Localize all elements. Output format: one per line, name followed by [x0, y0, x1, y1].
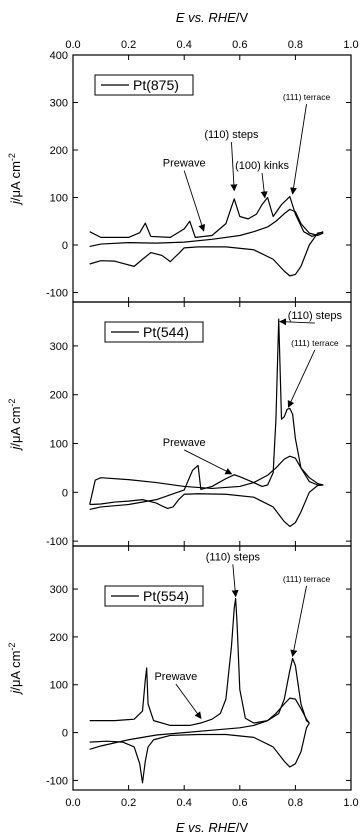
top-x-axis-title: E vs. RHE/V — [176, 10, 249, 25]
annotation-label: (110) steps — [288, 310, 343, 322]
y-axis-title-symbol: j — [8, 689, 23, 695]
x-axis-title-main: E vs. RHE — [176, 820, 236, 835]
y-axis-title-unit: /μA cm — [8, 161, 23, 201]
panel-2: 300 200 100 0 -100 Pt(544) (110) steps (111) te… — [7, 301, 352, 548]
y-axis-title-unit: /μA cm — [8, 651, 23, 691]
annotation-arrow — [183, 170, 206, 232]
panels-group: 400 300 200 100 0 -100 Pt(875) Prewave (110) ste… — [7, 39, 359, 809]
annotation-label: (111) terrace — [291, 338, 339, 348]
x-tick-label-top: 0.4 — [177, 39, 192, 51]
annotation-arrow — [260, 172, 268, 199]
x-tick-label-bottom: 0.8 — [288, 797, 303, 809]
legend: Pt(554) — [104, 585, 204, 607]
y-tick-label: 200 — [50, 390, 68, 402]
annotation-label: (110) steps — [206, 551, 261, 563]
bottom-x-axis-title: E vs. RHE/V — [176, 820, 249, 835]
y-axis-title-exponent: -2 — [7, 399, 17, 407]
legend-label: Pt(554) — [143, 588, 189, 604]
x-tick-label-top: 0.8 — [288, 39, 303, 51]
annotation-arrow — [290, 104, 307, 195]
y-tick-label: 0 — [62, 487, 68, 499]
x-tick-label-top: 0.6 — [232, 39, 247, 51]
y-tick-label: 100 — [50, 193, 68, 205]
legend-label: Pt(875) — [133, 77, 179, 93]
y-tick-label: 400 — [50, 50, 68, 62]
panel-3: 300 200 100 0 -100 Pt(554) (110) steps (111) te… — [7, 545, 352, 791]
cv-curve-segment-2 — [89, 484, 324, 528]
y-tick-label: 0 — [62, 240, 68, 252]
cv-curve-segment-2 — [89, 722, 310, 784]
annotation-arrow — [290, 585, 307, 658]
annotation-arrow — [175, 683, 202, 720]
x-tick-label-bottom: 0.6 — [232, 797, 247, 809]
legend: Pt(875) — [94, 74, 194, 96]
legend-box — [104, 585, 204, 607]
y-axis-title-exponent: -2 — [7, 153, 17, 161]
annotation-label: (111) terrace — [283, 574, 331, 584]
cv-curve-segment-3 — [89, 455, 324, 505]
y-axis-title: j/μA cm-2 — [7, 399, 23, 452]
cv-curve-segment-3 — [89, 208, 324, 248]
annotation-label: (111) terrace — [283, 92, 331, 102]
x-axis-title-unit: /V — [236, 10, 249, 25]
x-tick-label-bottom: 0.0 — [65, 797, 80, 809]
y-tick-label: 300 — [50, 584, 68, 596]
x-tick-label-bottom: 0.2 — [121, 797, 136, 809]
y-tick-label: -100 — [46, 288, 68, 300]
y-tick-label: 300 — [50, 98, 68, 110]
y-axis-title-symbol: j — [8, 200, 23, 206]
annotation-label: (100) kinks — [235, 160, 289, 172]
cv-curve-segment-1 — [89, 598, 310, 727]
annotation-arrow — [183, 449, 233, 475]
cv-curve-segment-3 — [89, 697, 310, 750]
annotation-label: Prewave — [154, 671, 197, 683]
y-tick-label: 0 — [62, 728, 68, 740]
cv-curve-segment-2 — [89, 231, 324, 277]
x-tick-label-bottom: 1.0 — [343, 797, 358, 809]
x-axis-title-main: E vs. RHE — [176, 10, 236, 25]
annotation-label: (110) steps — [204, 129, 259, 141]
x-axis-title-unit: /V — [236, 820, 249, 835]
y-tick-label: 100 — [50, 680, 68, 692]
y-tick-label: -100 — [46, 536, 68, 548]
x-tick-label-top: 0.0 — [65, 39, 80, 51]
panel-frame — [72, 545, 352, 791]
y-tick-label: -100 — [46, 775, 68, 787]
annotation-arrow — [279, 318, 315, 326]
y-axis-title-unit: /μA cm — [8, 407, 23, 447]
legend-label: Pt(544) — [143, 324, 189, 340]
legend-box — [104, 321, 204, 343]
y-axis-title-exponent: -2 — [7, 643, 17, 651]
y-axis-title: j/μA cm-2 — [7, 643, 23, 696]
x-tick-label-bottom: 0.4 — [177, 797, 192, 809]
y-axis-title-symbol: j — [8, 445, 23, 451]
y-tick-label: 200 — [50, 145, 68, 157]
y-axis-title: j/μA cm-2 — [7, 153, 23, 206]
y-tick-label: 100 — [50, 439, 68, 451]
annotation-arrow — [230, 142, 238, 192]
legend-box — [94, 74, 194, 96]
x-tick-label-top: 1.0 — [343, 39, 358, 51]
y-tick-label: 200 — [50, 632, 68, 644]
annotation-label: Prewave — [163, 437, 206, 449]
annotation-arrow — [231, 564, 239, 598]
annotation-label: Prewave — [163, 158, 206, 170]
x-tick-label-top: 0.2 — [121, 39, 136, 51]
panel-1: 400 300 200 100 0 -100 Pt(875) Prewave (110) ste… — [7, 50, 352, 303]
cv-curve-segment-1 — [89, 318, 324, 510]
y-tick-label: 300 — [50, 341, 68, 353]
legend: Pt(544) — [104, 321, 204, 343]
annotation-arrow — [287, 349, 316, 408]
cv-curve-segment-1 — [89, 195, 324, 238]
